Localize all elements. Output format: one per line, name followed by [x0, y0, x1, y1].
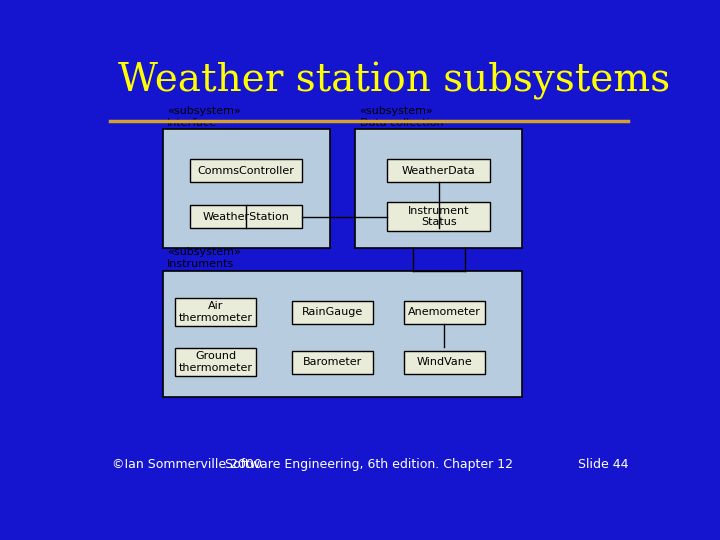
Text: ©Ian Sommerville 2000: ©Ian Sommerville 2000: [112, 458, 262, 471]
Bar: [387, 159, 490, 183]
Text: Air
thermometer: Air thermometer: [179, 301, 253, 323]
Bar: [404, 350, 485, 374]
Text: Anemometer: Anemometer: [408, 307, 481, 317]
Text: Slide 44: Slide 44: [578, 458, 629, 471]
Bar: [387, 202, 490, 231]
Text: WeatherStation: WeatherStation: [203, 212, 289, 221]
Bar: [175, 298, 256, 326]
Text: Weather station subsystems: Weather station subsystems: [118, 62, 670, 100]
Text: Ground
thermometer: Ground thermometer: [179, 352, 253, 373]
Text: «subsystem»: «subsystem»: [359, 106, 433, 116]
Text: WeatherData: WeatherData: [402, 166, 476, 176]
Text: «subsystem»: «subsystem»: [167, 247, 240, 258]
Bar: [355, 129, 523, 248]
Bar: [292, 350, 373, 374]
Text: Barometer: Barometer: [303, 357, 362, 367]
Bar: [190, 159, 302, 183]
Bar: [404, 301, 485, 323]
Text: Instrument
Status: Instrument Status: [408, 206, 469, 227]
Text: WindVane: WindVane: [416, 357, 472, 367]
Bar: [163, 271, 523, 397]
Text: CommsController: CommsController: [198, 166, 294, 176]
Text: RainGauge: RainGauge: [302, 307, 364, 317]
Text: Software Engineering, 6th edition. Chapter 12: Software Engineering, 6th edition. Chapt…: [225, 458, 513, 471]
Text: Instruments: Instruments: [167, 259, 234, 269]
Bar: [292, 301, 373, 323]
Bar: [175, 348, 256, 376]
Text: «subsystem»: «subsystem»: [167, 106, 240, 116]
Bar: [190, 205, 302, 228]
Text: Interface: Interface: [167, 118, 217, 127]
Bar: [163, 129, 330, 248]
Text: Data collection: Data collection: [359, 118, 443, 127]
